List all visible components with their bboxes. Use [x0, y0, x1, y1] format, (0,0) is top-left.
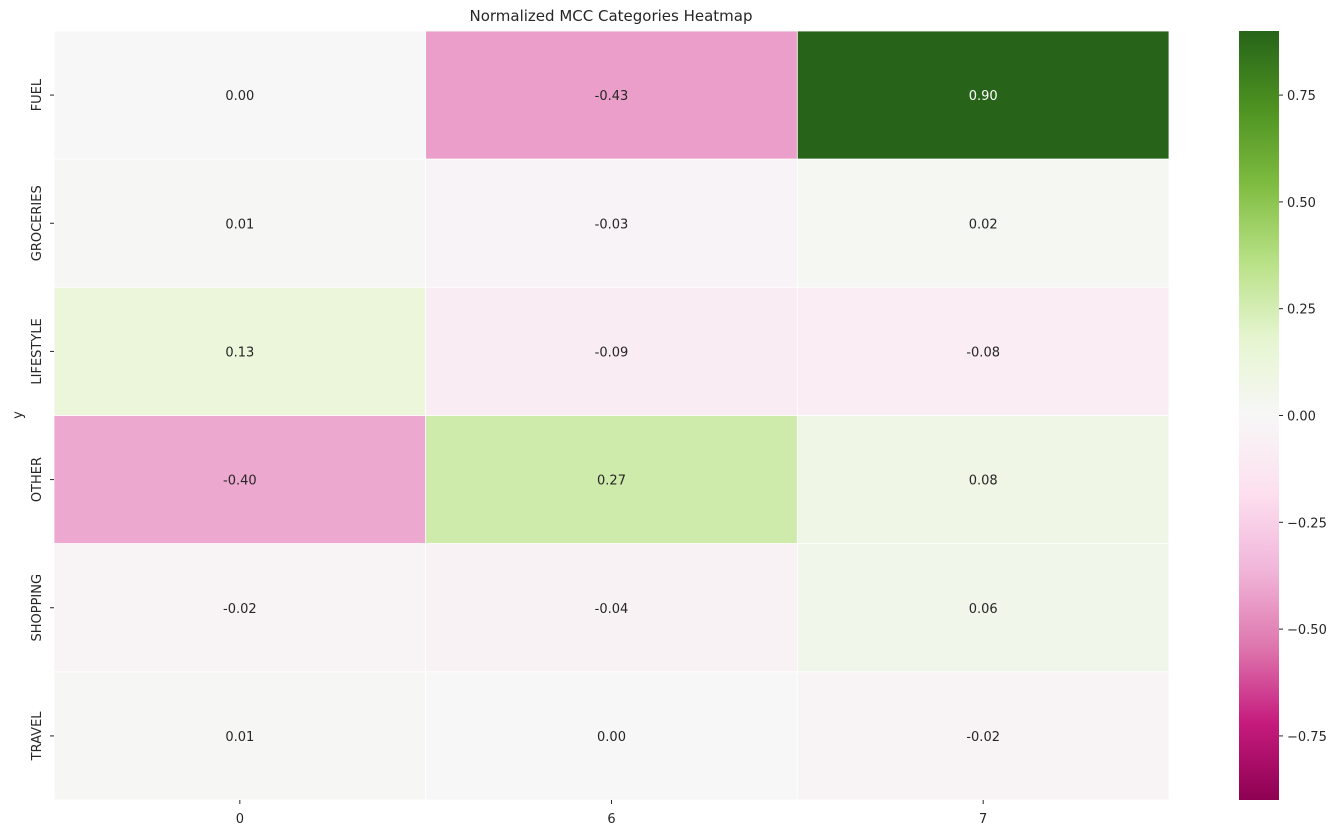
x-axis: 0 6 7 [236, 800, 987, 827]
heatmap-cell [796, 543, 1170, 673]
y-tick-label: GROCERIES [30, 185, 45, 261]
cell-value-label: -0.02 [223, 602, 257, 617]
heatmap-annotations: 0.00 -0.43 0.90 0.01 -0.03 0.02 0.13 -0.09 -0.08… [223, 89, 1000, 745]
heatmap-cell [425, 286, 798, 416]
colorbar-tick-label: 0.75 [1287, 89, 1316, 104]
y-tick-label: TRAVEL [30, 711, 45, 762]
colorbar-tick-label: 0.25 [1287, 303, 1316, 318]
y-tick-label: LIFESTYLE [30, 318, 45, 384]
cell-value-label: -0.08 [966, 345, 1000, 360]
y-axis-title: y [11, 411, 26, 419]
cell-value-label: -0.04 [595, 602, 629, 617]
heatmap-cell [53, 30, 427, 160]
heatmap-cell [796, 671, 1170, 801]
colorbar-tick-label: 0.00 [1287, 410, 1316, 425]
colorbar-tick-label: −0.50 [1287, 623, 1327, 638]
cell-value-label: 0.90 [969, 89, 998, 104]
x-tick-label: 0 [236, 812, 244, 827]
cell-value-label: 0.27 [597, 474, 626, 489]
heatmap-cell [53, 158, 427, 288]
y-tick-label: OTHER [30, 457, 45, 502]
cell-value-label: 0.13 [225, 345, 254, 360]
colorbar-tick-label: −0.75 [1287, 730, 1327, 745]
heatmap-cell [425, 543, 798, 673]
cell-value-label: 0.00 [225, 89, 254, 104]
heatmap-cell [425, 30, 798, 160]
heatmap-cell [53, 543, 427, 673]
y-tick-label: SHOPPING [30, 574, 45, 642]
heatmap-cell [53, 415, 427, 545]
colorbar: 0.75 0.50 0.25 0.00 −0.25 −0.50 −0.75 [1239, 31, 1327, 800]
cell-value-label: 0.01 [225, 730, 254, 745]
cell-value-label: 0.08 [969, 474, 998, 489]
colorbar-tick-label: −0.25 [1287, 516, 1327, 531]
cell-value-label: 0.06 [969, 602, 998, 617]
colorbar-gradient [1239, 31, 1279, 800]
y-axis: FUEL GROCERIES LIFESTYLE OTHER SHOPPING TRAVE… [30, 78, 54, 761]
heatmap-cell [53, 286, 427, 416]
cell-value-label: 0.01 [225, 217, 254, 232]
heatmap-cell [425, 158, 798, 288]
cell-value-label: -0.09 [595, 345, 629, 360]
cell-value-label: -0.40 [223, 474, 257, 489]
heatmap-cells [53, 30, 1170, 801]
cell-value-label: -0.43 [595, 89, 629, 104]
heatmap-cell [796, 415, 1170, 545]
chart-title: Normalized MCC Categories Heatmap [469, 7, 752, 25]
y-tick-label: FUEL [30, 78, 45, 111]
x-tick-label: 6 [607, 812, 615, 827]
cell-value-label: 0.02 [969, 217, 998, 232]
heatmap-cell [796, 158, 1170, 288]
colorbar-tick-label: 0.50 [1287, 196, 1316, 211]
cell-value-label: -0.02 [966, 730, 1000, 745]
cell-value-label: 0.00 [597, 730, 626, 745]
heatmap-cell [796, 30, 1170, 160]
heatmap-cell [425, 671, 798, 801]
x-tick-label: 7 [979, 812, 987, 827]
cell-value-label: -0.03 [595, 217, 629, 232]
